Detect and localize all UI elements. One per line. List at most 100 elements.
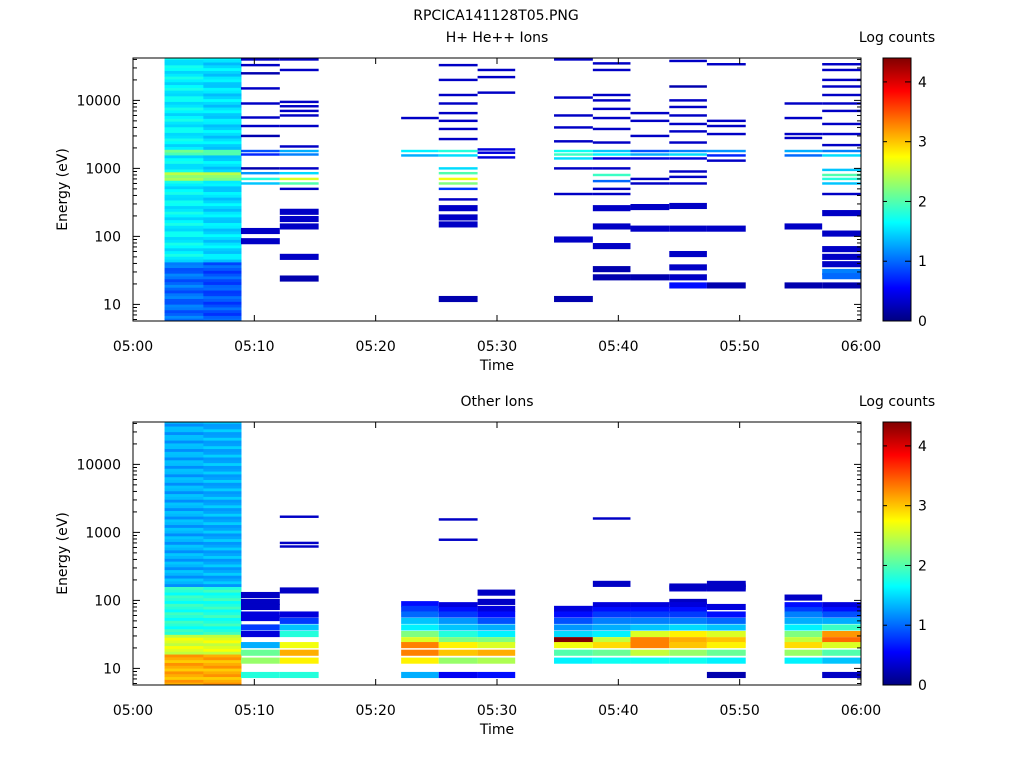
spectrum-cell bbox=[164, 535, 204, 540]
heatmap-cell bbox=[822, 630, 861, 638]
heatmap-cell bbox=[669, 85, 707, 88]
heatmap-cell bbox=[438, 602, 478, 609]
spectrum-cell bbox=[164, 107, 204, 111]
spectrum-cell bbox=[203, 239, 242, 243]
heatmap-cell bbox=[240, 177, 280, 181]
heatmap-cell bbox=[706, 585, 746, 592]
spectrum-cell bbox=[203, 639, 242, 644]
heatmap-cell bbox=[592, 141, 631, 144]
heatmap-cell bbox=[669, 657, 707, 664]
spectrum-cell bbox=[203, 592, 242, 596]
spectrum-cell bbox=[203, 211, 242, 215]
heatmap-cell bbox=[784, 132, 823, 136]
heatmap-cell bbox=[822, 210, 861, 217]
heatmap-cell bbox=[669, 157, 707, 160]
spectrum-cell bbox=[203, 73, 242, 77]
spectrum-cell bbox=[203, 290, 242, 294]
heatmap-cell bbox=[784, 154, 823, 157]
spectrum-cell bbox=[164, 521, 204, 526]
spectrum-cell bbox=[203, 625, 242, 630]
spectrum-cell bbox=[164, 270, 204, 274]
spectrum-cell bbox=[164, 451, 204, 455]
spectrum-cell bbox=[164, 572, 204, 576]
spectrum-cell bbox=[203, 309, 242, 314]
heatmap-cell bbox=[822, 68, 861, 72]
heatmap-cell bbox=[279, 624, 319, 631]
x-tick-label: 06:00 bbox=[841, 339, 881, 355]
spectrum-cell bbox=[203, 84, 242, 88]
heatmap-cell bbox=[240, 671, 280, 679]
spectrum-cell bbox=[203, 628, 242, 633]
x-tick-label: 05:20 bbox=[355, 703, 395, 719]
spectrum-cell bbox=[203, 662, 242, 666]
spectrum-cell bbox=[164, 651, 204, 655]
heatmap-cell bbox=[438, 295, 478, 303]
spectrum-cell bbox=[164, 211, 204, 215]
spectrum-cell bbox=[203, 264, 242, 269]
heatmap-cell bbox=[240, 153, 280, 156]
spectrum-cell bbox=[203, 247, 242, 252]
heatmap-cell bbox=[822, 63, 861, 66]
spectrum-cell bbox=[203, 233, 242, 238]
heatmap-cell bbox=[630, 134, 670, 138]
spectrum-cell bbox=[164, 625, 204, 630]
heatmap-cell bbox=[630, 119, 670, 123]
heatmap-cell bbox=[592, 62, 631, 65]
spectrum-cell bbox=[203, 312, 242, 316]
heatmap-cell bbox=[706, 611, 746, 618]
heatmap-cell bbox=[592, 602, 631, 609]
spectrum-cell bbox=[164, 507, 204, 511]
heatmap-cell bbox=[279, 114, 319, 117]
spectrum-cell bbox=[164, 485, 204, 489]
spectrum-cell bbox=[203, 499, 242, 503]
spectrum-cell bbox=[164, 180, 204, 184]
spectrum-cell bbox=[203, 287, 242, 291]
x-tick-label: 05:00 bbox=[113, 703, 153, 719]
heatmap-cell bbox=[438, 137, 478, 141]
heatmap-cell bbox=[438, 154, 478, 157]
plot-frame bbox=[132, 57, 862, 322]
spectrum-cell bbox=[164, 73, 204, 77]
spectrum-cell bbox=[164, 309, 204, 314]
heatmap-cell bbox=[438, 611, 478, 618]
heatmap-cell bbox=[477, 598, 516, 605]
heatmap-cell bbox=[401, 154, 439, 157]
spectrum-cell bbox=[203, 230, 242, 235]
spectrum-cell bbox=[203, 244, 242, 249]
heatmap-cell bbox=[669, 250, 707, 258]
heatmap-cell bbox=[438, 111, 478, 115]
heatmap-cell bbox=[477, 671, 516, 679]
heatmap-cell bbox=[279, 215, 319, 223]
heatmap-cell bbox=[401, 605, 439, 612]
heatmap-cell bbox=[822, 102, 861, 105]
spectrum-cell bbox=[164, 431, 204, 435]
spectrum-cell bbox=[203, 185, 242, 190]
spectrum-cell bbox=[164, 216, 204, 221]
heatmap-cell bbox=[240, 182, 280, 185]
heatmap-cell bbox=[669, 122, 707, 126]
x-tick-label: 06:00 bbox=[841, 703, 881, 719]
spectrum-cell bbox=[203, 549, 242, 554]
heatmap-cell bbox=[706, 630, 746, 638]
spectrum-cell bbox=[203, 166, 242, 170]
heatmap-cell bbox=[279, 515, 319, 518]
spectrum-cell bbox=[203, 468, 242, 472]
y-axis-label: Energy (eV) bbox=[55, 148, 71, 231]
heatmap-cell bbox=[669, 99, 707, 102]
spectrum-cell bbox=[164, 90, 204, 94]
spectrum-cell bbox=[164, 580, 204, 585]
spectrum-cell bbox=[164, 648, 204, 652]
heatmap-cell bbox=[706, 617, 746, 624]
heatmap-cell bbox=[822, 93, 861, 97]
heatmap-cell bbox=[592, 630, 631, 638]
heatmap-cell bbox=[438, 102, 478, 105]
heatmap-cell bbox=[822, 261, 861, 268]
heatmap-cell bbox=[401, 624, 439, 631]
spectrum-cell bbox=[164, 479, 204, 483]
spectrum-cell bbox=[164, 87, 204, 91]
spectrum-cell bbox=[203, 442, 242, 447]
heatmap-cell bbox=[630, 153, 670, 156]
heatmap-cell bbox=[822, 85, 861, 88]
spectrum-cell bbox=[164, 679, 204, 683]
